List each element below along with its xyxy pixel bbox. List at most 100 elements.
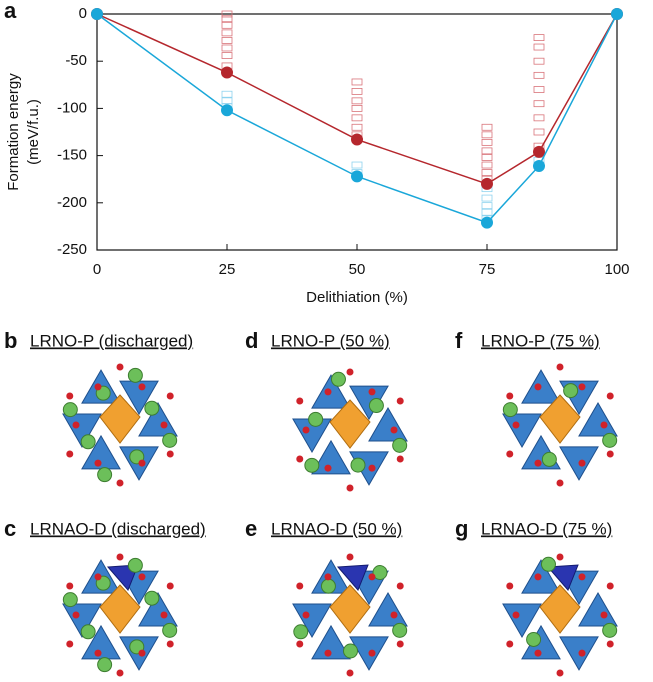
panel-title: LRNO-P (50 %) [271,331,390,350]
o-atom [556,479,564,487]
li-atom [144,400,160,416]
center-octahedron [539,394,581,444]
data-point [351,133,363,146]
octahedron [292,603,332,639]
scatter-marker [221,44,233,52]
o-atom [556,669,564,677]
o-atom [506,582,514,590]
data-point [533,145,545,158]
x-tick-label: 100 [604,261,629,278]
scatter-marker [351,123,363,131]
li-atom [162,432,178,448]
y-tick-label: -250 [57,241,87,258]
o-atom [296,582,304,590]
center-octahedron [329,399,371,449]
crystal-structure [502,553,618,677]
o-atom [606,640,614,648]
o-atom [324,464,332,472]
scatter-marker [221,10,233,18]
o-atom [296,397,304,405]
octahedron [368,406,408,442]
o-atom [94,573,102,581]
crystal-structure [292,368,408,492]
o-atom [600,611,608,619]
panel-title: LRNAO-D (50 %) [271,519,402,538]
o-atom [166,450,174,458]
o-atom [578,573,586,581]
o-atom [578,649,586,657]
octahedron [311,439,351,475]
li-atom [304,457,320,473]
o-atom [138,573,146,581]
o-atom [166,640,174,648]
center-octahedron [329,584,371,634]
crystal-structure [62,363,178,487]
scatter-marker [351,114,363,122]
scatter-marker [351,105,363,112]
octahedron [138,591,178,627]
li-atom [563,383,579,399]
scatter-marker [351,161,363,169]
y-tick-label: -200 [57,194,87,211]
o-atom [506,392,514,400]
scatter-marker [481,202,493,210]
scatter-marker [533,34,545,41]
li-atom [320,578,336,594]
scatter-marker [481,131,493,139]
o-atom [368,649,376,657]
o-atom [66,392,74,400]
o-atom [116,553,124,561]
x-axis-label: Delithiation (%) [306,289,408,306]
center-octahedron [539,584,581,634]
o-atom [346,669,354,677]
scatter-marker [351,78,363,86]
li-atom [127,557,143,573]
scatter-marker [533,57,545,65]
mn-octahedron [336,564,369,591]
center-octahedron [99,584,141,634]
data-point [481,216,493,229]
y-tick-label: 0 [79,5,87,22]
mn-octahedron [106,564,139,591]
scatter-marker [221,15,233,23]
o-atom [512,421,520,429]
scatter-marker [533,100,545,108]
o-atom [94,459,102,467]
o-atom [346,484,354,492]
scatter-marker [481,169,493,176]
scatter-marker [533,86,545,93]
o-atom [556,553,564,561]
octahedron [368,591,408,627]
li-atom [308,411,324,427]
li-atom [343,643,359,659]
y-axis-label: Formation energy [5,73,22,191]
o-atom [296,640,304,648]
panel-title: LRNAO-D (75 %) [481,519,612,538]
scatter-marker [481,147,493,155]
panel-letter: g [455,516,468,541]
li-atom [372,565,388,581]
li-atom [97,657,113,673]
li-atom [392,437,408,453]
scatter-marker [533,71,545,79]
octahedron [62,603,102,638]
panel-letter: e [245,516,257,541]
o-atom [534,573,542,581]
li-atom [368,398,384,414]
o-atom [66,450,74,458]
scatter-marker [221,37,233,44]
scatter-marker [221,21,233,29]
o-atom [72,421,80,429]
panel-title: LRNO-P (discharged) [30,331,193,350]
o-atom [346,368,354,376]
octahedron [502,603,542,639]
o-atom [396,397,404,405]
panel-title: LRNO-P (75 %) [481,331,600,350]
o-atom [138,459,146,467]
li-atom [330,371,346,387]
o-atom [606,450,614,458]
octahedron [62,413,102,448]
series-line [96,13,618,224]
scatter-marker [351,88,363,95]
